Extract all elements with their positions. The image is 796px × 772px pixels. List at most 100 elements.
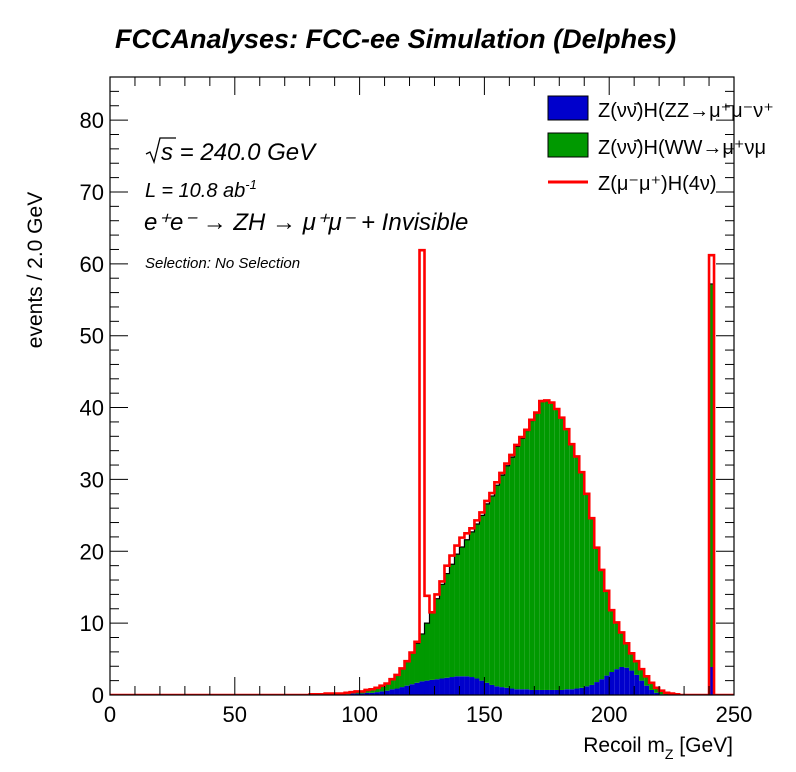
bin-1-104 [369,689,375,693]
bin-0-140 [459,676,465,695]
bin-1-208 [629,653,635,671]
bin-0-164 [519,689,525,695]
svg-text:s = 240.0 GeV: s = 240.0 GeV [161,139,317,166]
bin-0-182 [564,689,570,695]
bin-0-196 [599,679,605,695]
bin-0-214 [644,685,650,695]
bin-1-150 [484,503,490,683]
bin-0-172 [539,689,545,695]
bin-0-142 [464,676,470,695]
bin-1-132 [439,584,445,679]
bin-1-204 [619,632,625,667]
bin-0-132 [439,678,445,695]
bin-1-148 [479,515,485,681]
bin-0-176 [549,689,555,695]
bin-1-214 [644,676,650,686]
x-tick-label: 250 [716,702,753,727]
bin-1-168 [529,420,535,690]
bin-0-178 [554,689,560,695]
bin-1-156 [499,475,505,688]
bin-1-200 [609,610,615,673]
sqrt-symbol [145,137,176,165]
bin-1-106 [374,687,380,693]
series-1 [324,283,715,695]
tick-labels: 0 50 100 150 200 250 0 10 20 30 40 50 60 70 80 [80,108,753,727]
bin-0-212 [639,680,645,695]
bin-1-174 [544,400,550,690]
bin-1-182 [564,429,570,690]
bin-0-174 [544,689,550,695]
bin-1-198 [604,590,610,676]
bin-0-202 [614,669,620,695]
bin-1-116 [399,668,405,688]
legend-label-4nu: Z(μ⁻μ⁺)H(4ν) [598,173,717,195]
bin-0-188 [579,687,585,695]
bin-1-114 [394,674,400,689]
bin-1-118 [404,661,410,686]
bin-1-178 [554,408,560,690]
y-tick-label: 80 [80,108,104,133]
bin-0-126 [424,680,430,695]
bin-0-168 [529,689,535,695]
bin-1-124 [419,633,425,682]
bin-1-136 [449,564,455,678]
legend-label-ww: Z(νν̄)H(WW→μ⁺νμ [598,137,766,159]
bin-1-120 [409,652,415,685]
bin-0-154 [494,686,500,695]
series-0 [309,666,715,695]
bin-0-144 [469,677,475,695]
bin-0-108 [379,691,385,695]
bin-1-110 [384,683,390,691]
bin-1-220 [659,690,665,695]
y-tick-label: 60 [80,252,104,277]
bin-1-108 [379,685,385,692]
bin-1-180 [559,417,565,690]
bin-0-122 [414,682,420,695]
bin-0-146 [474,678,480,695]
legend-label-zz: Z(νν̄)H(ZZ→μ⁺μ⁻ν⁺ [598,100,774,122]
bin-1-162 [514,446,520,690]
y-tick-label: 20 [80,539,104,564]
bin-0-198 [604,675,610,695]
bin-1-216 [649,682,655,690]
bin-0-98 [354,693,360,695]
bin-1-194 [594,547,600,683]
bin-1-206 [624,643,630,668]
bin-0-206 [624,667,630,695]
y-tick-label: 10 [80,611,104,636]
stack-outline [110,283,734,695]
bin-1-240 [709,283,715,667]
bin-0-180 [559,689,565,695]
y-axis-label: events / 2.0 GeV [24,192,47,348]
bin-1-218 [654,687,660,693]
annotations: s = 240.0 GeV L = 10.8 ab-1 e⁺e⁻ → ZH → … [144,137,468,272]
x-axis-label: Recoil mZ [GeV] [583,734,733,762]
bin-0-204 [619,666,625,695]
y-tick-label: 50 [80,324,104,349]
bin-0-150 [484,682,490,695]
process-annotation: e⁺e⁻ → ZH → μ⁺μ⁻ + Invisible [144,209,468,236]
x-tick-label: 0 [104,702,116,727]
x-tick-label: 100 [341,702,378,727]
bin-1-142 [464,539,470,677]
bin-0-158 [504,687,510,695]
bin-0-210 [634,674,640,695]
bin-0-136 [449,677,455,695]
bin-1-196 [599,569,605,680]
bin-0-120 [409,684,415,695]
legend: Z(νν̄)H(ZZ→μ⁺μ⁻ν⁺ Z(νν̄)H(WW→μ⁺νμ Z(μ⁻μ⁺… [547,95,774,195]
bin-1-126 [424,623,430,681]
bin-0-114 [394,688,400,695]
bin-1-190 [584,493,590,687]
luminosity-annotation: L = 10.8 ab-1 [145,177,257,202]
bin-0-104 [369,692,375,695]
selection-annotation: Selection: No Selection [145,255,300,272]
bin-1-192 [589,518,595,685]
bin-0-118 [404,685,410,695]
bin-0-124 [419,681,425,695]
bin-0-218 [654,692,660,695]
bin-1-212 [639,669,645,681]
bin-0-160 [509,688,515,695]
bin-1-134 [444,573,450,678]
